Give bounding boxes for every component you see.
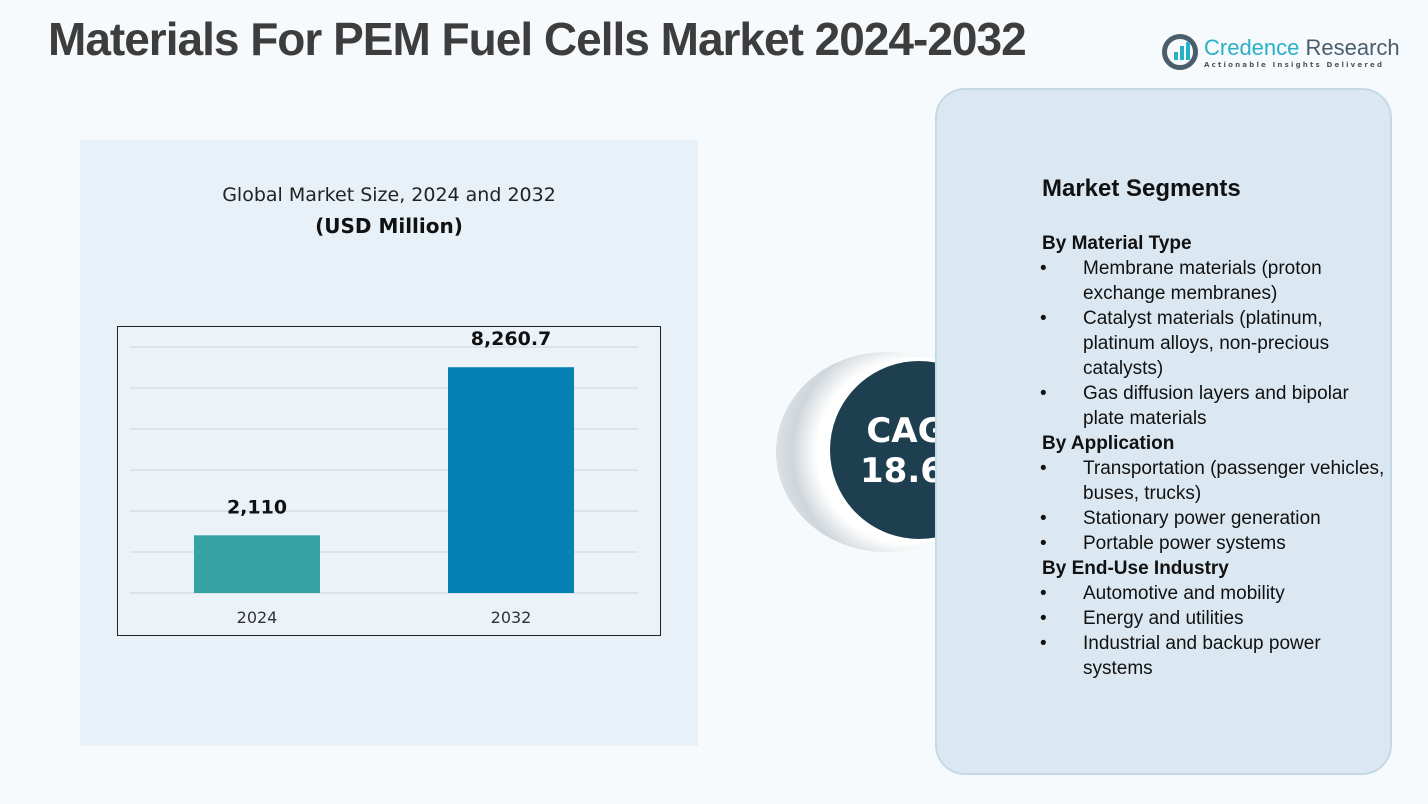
bar-value-label: 2,110 (227, 496, 287, 518)
segment-item: • Stationary power generation (1040, 506, 1387, 531)
segment-item: • Portable power systems (1040, 531, 1387, 556)
page-title: Materials For PEM Fuel Cells Market 2024… (48, 13, 1027, 65)
logo-name-1: Credence (1204, 35, 1300, 60)
segment-item-text: Gas diffusion layers and bipolar plate m… (1083, 383, 1349, 429)
bullet-icon: • (1040, 383, 1047, 404)
segment-item-text: Transportation (passenger vehicles, buse… (1083, 458, 1385, 504)
segment-item: • Gas diffusion layers and bipolar plate … (1040, 381, 1387, 431)
bar-2024 (194, 535, 320, 593)
segment-item: • Automotive and mobility (1040, 581, 1387, 606)
bullet-icon: • (1040, 633, 1047, 654)
bar-chart: 2,110 2024 8,260.7 2032 (130, 328, 638, 627)
chart-unit: (USD Million) (315, 214, 463, 238)
segment-item-text: Energy and utilities (1083, 608, 1244, 629)
segment-item: • Catalyst materials (platinum, platinum … (1040, 306, 1387, 381)
segment-item-text: Portable power systems (1083, 533, 1286, 554)
segment-item: • Energy and utilities (1040, 606, 1387, 631)
segment-group-title: By Application (1042, 433, 1175, 454)
segments-panel (935, 88, 1392, 775)
credence-research-logo: Credence Research Actionable Insights De… (1162, 34, 1400, 70)
segment-group-title: By End-Use Industry (1042, 558, 1229, 579)
bullet-icon: • (1040, 608, 1047, 629)
bullet-icon: • (1040, 458, 1047, 479)
segment-group-title: By Material Type (1042, 233, 1192, 254)
x-tick-label: 2032 (491, 608, 532, 627)
segment-item-text: Membrane materials (proton exchange memb… (1083, 258, 1322, 304)
bullet-icon: • (1040, 508, 1047, 529)
segment-item-text: Stationary power generation (1083, 508, 1321, 529)
segments-heading: Market Segments (1042, 175, 1241, 202)
logo-bars-icon (1162, 34, 1198, 70)
segment-item-text: Catalyst materials (platinum, platinum a… (1083, 308, 1330, 379)
bullet-icon: • (1040, 308, 1047, 329)
logo-name-2: Research (1299, 35, 1400, 60)
chart-title: Global Market Size, 2024 and 2032 (222, 184, 556, 206)
segment-item-text: Industrial and backup power systems (1083, 633, 1321, 679)
chart-frame: 2,110 2024 8,260.7 2032 (117, 326, 661, 636)
segment-item: • Membrane materials (proton exchange mem… (1040, 256, 1387, 306)
bullet-icon: • (1040, 533, 1047, 554)
segment-item: • Industrial and backup power systems (1040, 631, 1387, 681)
x-tick-label: 2024 (237, 608, 278, 627)
logo-tagline: Actionable Insights Delivered (1204, 61, 1385, 69)
bullet-icon: • (1040, 583, 1047, 604)
segment-item-text: Automotive and mobility (1083, 583, 1285, 604)
bullet-icon: • (1040, 258, 1047, 279)
bar-value-label: 8,260.7 (471, 328, 552, 350)
market-segments: Market Segments By Material Type • Membran… (1040, 175, 1387, 681)
segment-item: • Transportation (passenger vehicles, bus… (1040, 456, 1387, 506)
bar-2032 (448, 367, 574, 593)
